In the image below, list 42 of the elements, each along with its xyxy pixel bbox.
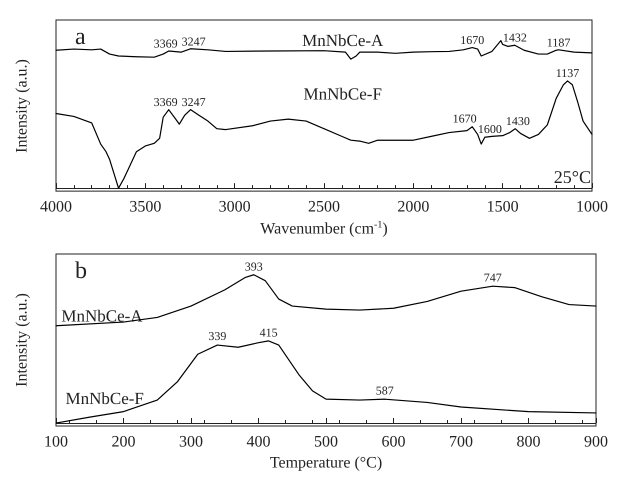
x-tick-label: 400 <box>246 434 270 450</box>
annotation: 1600 <box>478 122 502 136</box>
series-label: MnNbCe-A <box>302 31 384 50</box>
x-tick-label: 300 <box>179 434 203 450</box>
annotation: 1670 <box>460 33 484 48</box>
x-tick-label: 2000 <box>397 198 430 216</box>
annotation: 339 <box>208 329 226 344</box>
annotation: 1670 <box>452 112 477 126</box>
annotation: 25°C <box>554 167 591 187</box>
annotation: 1432 <box>502 30 527 45</box>
y-axis-title: Intensity (a.u.) <box>14 59 30 153</box>
x-tick-label: 200 <box>112 434 136 450</box>
x-tick-label: 700 <box>449 434 473 450</box>
annotation: 393 <box>244 260 263 274</box>
annotation: 1430 <box>506 114 530 128</box>
x-tick-label: 600 <box>382 434 406 450</box>
x-tick-label: 1000 <box>576 198 608 216</box>
annotation: 587 <box>376 383 394 398</box>
x-tick-label: 800 <box>516 434 540 450</box>
y-axis-title: Intensity (a.u.) <box>14 293 30 387</box>
annotation: 3369 <box>154 36 178 50</box>
annotation: 415 <box>260 326 278 340</box>
x-tick-label: 100 <box>44 434 68 450</box>
series-label: MnNbCe-F <box>304 84 382 104</box>
annotation: 3247 <box>182 34 206 48</box>
chart-title: a <box>75 24 86 50</box>
x-tick-label: 500 <box>314 434 338 450</box>
series-label: MnNbCe-F <box>65 388 144 408</box>
annotation: 1187 <box>546 35 570 50</box>
annotation: 747 <box>484 270 502 285</box>
annotation: 3247 <box>182 94 206 109</box>
series-label: MnNbCe-A <box>61 306 144 326</box>
x-tick-label: 1500 <box>486 198 519 216</box>
chart-title: b <box>75 258 87 284</box>
x-tick-label: 900 <box>584 434 608 450</box>
x-tick-label: 2500 <box>308 198 340 216</box>
x-tick-label: 3000 <box>218 198 251 216</box>
x-tick-label: 3500 <box>129 198 162 216</box>
annotation: 1137 <box>556 66 580 80</box>
x-axis-title: Temperature (°C) <box>270 454 382 472</box>
annotation: 3369 <box>154 94 178 109</box>
x-tick-label: 4000 <box>40 198 72 216</box>
